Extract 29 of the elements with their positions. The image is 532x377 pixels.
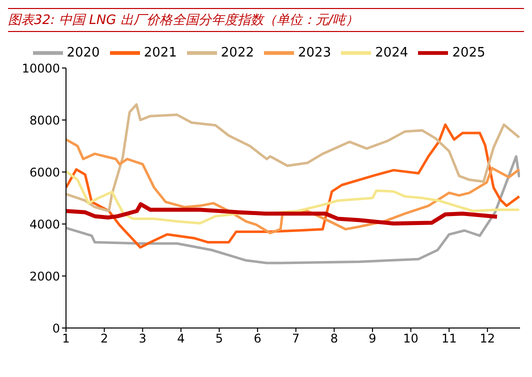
x-tick-label: 1 (62, 332, 70, 346)
legend-label: 2024 (375, 46, 408, 61)
legend-label: 2021 (144, 46, 177, 61)
x-tick-label: 12 (480, 332, 496, 346)
x-tick-label: 11 (441, 332, 457, 346)
x-tick-label: 6 (254, 332, 262, 346)
legend-label: 2020 (66, 46, 100, 61)
legend-label: 2023 (298, 46, 332, 61)
y-tick-label: 0 (52, 321, 60, 336)
legend-label: 2022 (220, 46, 254, 61)
x-tick-label: 8 (330, 332, 338, 346)
x-tick-label: 9 (368, 332, 376, 346)
x-tick-label: 5 (215, 332, 224, 346)
y-tick-label: 8000 (29, 113, 60, 128)
line-series (66, 123, 520, 249)
x-tick-label: 7 (292, 332, 300, 346)
x-tick-label: 3 (138, 332, 146, 346)
legend-label: 2025 (452, 46, 486, 61)
x-tick-label: 10 (403, 332, 418, 346)
y-tick-label: 4000 (29, 217, 60, 232)
x-tick-label: 2 (100, 332, 108, 346)
line-series (66, 202, 500, 226)
x-tick-label: 4 (177, 332, 185, 346)
line-series (66, 155, 520, 264)
y-tick-label: 2000 (29, 269, 60, 284)
line-series (66, 103, 520, 212)
y-tick-label: 10000 (22, 61, 60, 76)
y-tick-label: 6000 (29, 165, 60, 180)
chart-title: 图表32: 中国 LNG 出厂价格全国分年度指数（单位：元/吨） (8, 8, 524, 32)
